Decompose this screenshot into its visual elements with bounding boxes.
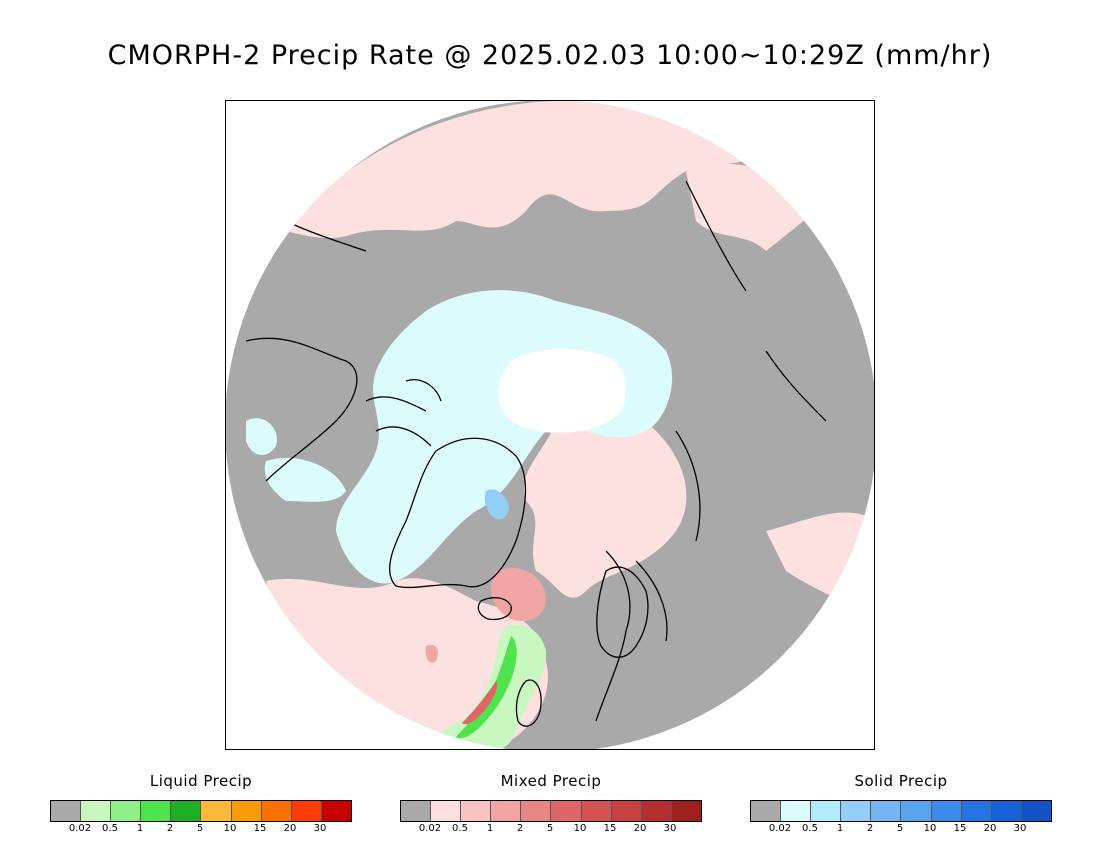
legend-tick-label: 30 [1013,823,1027,834]
legend-tick-label: 1 [136,823,144,834]
legend-tick-label: 10 [923,823,937,834]
legend-swatch [431,801,462,821]
legend-swatch [231,801,262,821]
legend-swatch [261,801,292,821]
legend-swatch [901,801,932,821]
legend-colorbar [50,800,352,822]
legend-tick-label: 30 [313,823,327,834]
coastline-iceland [477,597,512,621]
legend-swatch [401,801,432,821]
legend-tick-label: 0.5 [452,823,468,834]
map-canvas [226,101,874,749]
ice-cap-white [497,349,626,433]
legend-swatch [751,801,782,821]
legend-solid: Solid Precip 0.02 0.5 1 2 5 10 15 20 30 [750,770,1052,837]
legend-tick-label: 20 [283,823,297,834]
legend-swatch [551,801,582,821]
coastline-scandinavia [596,566,649,658]
legend-tick-label: 0.5 [102,823,118,834]
legend-mixed: Mixed Precip 0.02 0.5 1 2 5 10 15 20 30 [400,770,702,837]
legend-swatch [641,801,672,821]
coastline-british-isles [515,679,542,727]
legend-ticks: 0.02 0.5 1 2 5 10 15 20 30 [400,823,700,837]
legend-swatch [811,801,842,821]
legend-swatch [81,801,112,821]
legend-liquid: Liquid Precip 0.02 0.5 1 2 5 10 15 20 30 [50,770,352,837]
legend-swatch [171,801,202,821]
legend-tick-label: 2 [516,823,524,834]
map-title: CMORPH-2 Precip Rate @ 2025.02.03 10:00~… [107,40,993,71]
legend-title: Liquid Precip [149,772,253,790]
solid-precip-region-west [246,418,277,456]
legend-swatch [991,801,1022,821]
legend-tick-label: 15 [603,823,617,834]
legend-swatch [671,801,701,821]
legend-ticks: 0.02 0.5 1 2 5 10 15 20 30 [750,823,1050,837]
legend-tick-label: 15 [953,823,967,834]
mixed-precip-band-strip [462,681,498,725]
legend-tick-label: 30 [663,823,677,834]
legend-swatch [291,801,322,821]
coastline-greenland [389,437,527,589]
solid-precip-moderate-greenland [484,489,509,520]
legend-title: Solid Precip [854,772,948,790]
mixed-precip-region-top [286,101,746,239]
legend-swatch [581,801,612,821]
legend-swatch [1021,801,1051,821]
solid-precip-region-alaska [264,457,346,502]
legend-swatch [201,801,232,821]
polar-precip-map [225,100,875,750]
coastline-canada-archipelago [365,379,442,447]
legend-swatch [931,801,962,821]
legend-tick-label: 15 [253,823,267,834]
legend-swatch [521,801,552,821]
legend-swatch [611,801,642,821]
legend-swatch [781,801,812,821]
mixed-precip-region-central [523,417,687,598]
legend-tick-label: 0.02 [768,823,792,834]
legend-swatch [51,801,82,821]
legend-swatch [871,801,902,821]
mixed-precip-moderate-south [425,644,438,663]
legend-colorbar [750,800,1052,822]
legend-tick-label: 0.02 [418,823,442,834]
liquid-precip-band-moderate [456,636,517,739]
legend-tick-label: 10 [573,823,587,834]
legend-tick-label: 1 [836,823,844,834]
legend-colorbar [400,800,702,822]
legend-tick-label: 0.02 [68,823,92,834]
legend-swatch [961,801,992,821]
legend-tick-label: 5 [546,823,554,834]
legend-tick-label: 2 [866,823,874,834]
legend-tick-label: 10 [223,823,237,834]
legend-swatch [841,801,872,821]
legend-tick-label: 20 [633,823,647,834]
legend-swatch [141,801,172,821]
legend-tick-label: 2 [166,823,174,834]
coastline-eurasia [595,180,827,722]
legend-swatch [461,801,492,821]
legend-tick-label: 5 [196,823,204,834]
precip-field [226,101,874,749]
legend-ticks: 0.02 0.5 1 2 5 10 15 20 30 [50,823,350,837]
legend-tick-label: 1 [486,823,494,834]
legend-swatch [321,801,351,821]
legend-tick-label: 0.5 [802,823,818,834]
legend-tick-label: 5 [896,823,904,834]
legend-swatch [491,801,522,821]
mixed-precip-moderate-iceland [490,567,546,621]
legend-title: Mixed Precip [500,772,602,790]
legend-tick-label: 20 [983,823,997,834]
legend-swatch [111,801,142,821]
coastlines [245,180,827,727]
